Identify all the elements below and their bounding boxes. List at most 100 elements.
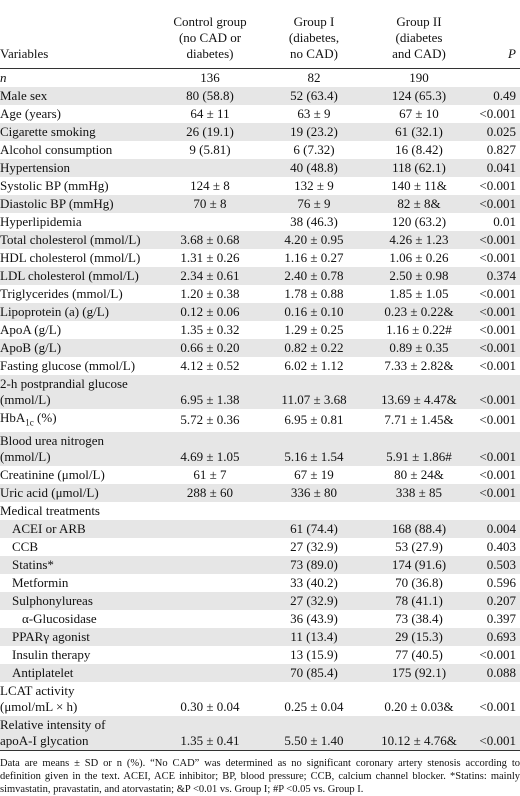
group1-value: 82 — [307, 70, 321, 85]
table-page: Variables Control group (no CAD or diabe… — [0, 12, 520, 796]
header-control-group: Control group (no CAD or diabetes) — [173, 14, 247, 61]
row-label: PPARγ agonist — [0, 627, 158, 646]
table-row: Statins* 73 (89.0) 174 (91.6) 0.503 — [0, 555, 520, 574]
control-value — [158, 610, 262, 628]
p-value: 0.403 — [486, 538, 516, 554]
control-value: 1.20 ± 0.38 — [180, 286, 240, 301]
control-value: 1.35 ± 0.32 — [180, 322, 240, 337]
row-label: Cigarette smoking — [0, 123, 158, 141]
group2-value — [366, 502, 472, 520]
group2-value: 73 (38.4) — [395, 610, 443, 626]
row-label: Age (years) — [0, 106, 61, 121]
group2-value: 0.89 ± 0.35 — [366, 339, 472, 357]
p-value: 0.207 — [472, 591, 520, 610]
row-label: Sulphonylureas — [0, 591, 158, 610]
group2-value: 7.33 ± 2.82& — [384, 358, 454, 373]
table-row: Diastolic BP (mmHg) 70 ± 8 76 ± 9 82 ± 8& <0… — [0, 195, 520, 213]
header-variables: Variables — [0, 46, 49, 61]
row-label: LCAT activity (μmol/mL × h) — [0, 682, 78, 714]
group1-value: 6 (7.32) — [293, 142, 335, 157]
group1-value: 0.25 ± 0.04 — [284, 698, 344, 714]
row-label: Diastolic BP (mmHg) — [0, 195, 158, 213]
group1-value: 27 (32.9) — [290, 538, 338, 554]
group2-value: 10.12 ± 4.76& — [366, 715, 472, 751]
group1-value: 67 ± 19 — [294, 466, 334, 482]
group2-value: 124 (65.3) — [366, 87, 472, 105]
table-row: Alcohol consumption 9 (5.81) 6 (7.32) 16 (8… — [0, 141, 520, 159]
p-value: <0.001 — [472, 431, 520, 466]
control-value — [158, 213, 262, 231]
control-value: 2.34 ± 0.61 — [158, 267, 262, 285]
p-value: <0.001 — [472, 231, 520, 249]
table-row: 2-h postprandial glucose (mmol/L) 6.95 ± 1… — [0, 375, 520, 409]
table-row: Hypertension 40 (48.8) 118 (62.1) 0.041 — [0, 159, 520, 177]
control-value: 9 (5.81) — [189, 142, 231, 157]
p-value: <0.001 — [472, 375, 520, 409]
row-label: ApoB (g/L) — [0, 339, 158, 357]
p-value: <0.001 — [472, 303, 520, 321]
p-value: <0.001 — [479, 178, 516, 193]
row-label: Triglycerides (mmol/L) — [0, 286, 123, 301]
group2-value: 82 ± 8& — [366, 195, 472, 213]
row-label: ApoA (g/L) — [0, 322, 62, 337]
group1-value: 19 (23.2) — [262, 123, 366, 141]
group2-value: 120 (63.2) — [391, 214, 447, 229]
group2-value: 53 (27.9) — [395, 538, 443, 554]
p-value: <0.001 — [479, 698, 516, 714]
table-row: ACEI or ARB 61 (74.4) 168 (88.4) 0.004 — [0, 519, 520, 538]
table-row: Medical treatments — [0, 502, 520, 520]
table-row: Insulin therapy 13 (15.9) 77 (40.5) <0.001 — [0, 646, 520, 664]
control-value — [158, 663, 262, 682]
row-label: ACEI or ARB — [0, 519, 158, 538]
group1-value: 5.16 ± 1.54 — [262, 431, 366, 466]
group2-value: 4.26 ± 1.23 — [366, 231, 472, 249]
control-value — [158, 591, 262, 610]
row-label: Insulin therapy — [12, 646, 91, 662]
group1-value: 11.07 ± 3.68 — [262, 375, 366, 409]
group2-value: 174 (91.6) — [366, 555, 472, 574]
p-value: 0.596 — [486, 574, 516, 590]
group1-value: 336 ± 80 — [262, 483, 366, 502]
group2-value: 2.50 ± 0.98 — [366, 267, 472, 285]
row-label: Medical treatments — [0, 502, 100, 518]
group1-value: 61 (74.4) — [262, 519, 366, 538]
control-value: 0.12 ± 0.06 — [158, 303, 262, 321]
row-label: Male sex — [0, 87, 158, 105]
table-row: Lipoprotein (a) (g/L) 0.12 ± 0.06 0.16 ± 0… — [0, 303, 520, 321]
group1-value: 36 (43.9) — [290, 610, 338, 626]
row-label: Hyperlipidemia — [0, 214, 82, 229]
control-value: 6.95 ± 1.38 — [158, 375, 262, 409]
control-value — [158, 555, 262, 574]
table-row: Cigarette smoking 26 (19.1) 19 (23.2) 61 (3… — [0, 123, 520, 141]
table-row: α-Glucosidase 36 (43.9) 73 (38.4) 0.397 — [0, 610, 520, 628]
group2-value: 67 ± 10 — [399, 106, 439, 121]
table-row: Systolic BP (mmHg) 124 ± 8 132 ± 9 140 ± 11… — [0, 177, 520, 195]
group1-value: 0.82 ± 0.22 — [262, 339, 366, 357]
row-label: HDL cholesterol (mmol/L) — [0, 250, 141, 265]
p-value: 0.01 — [493, 214, 516, 229]
control-value — [158, 159, 262, 177]
p-value: <0.001 — [479, 466, 516, 482]
table-row: LDL cholesterol (mmol/L) 2.34 ± 0.61 2.40 … — [0, 267, 520, 285]
p-value: <0.001 — [472, 715, 520, 751]
group1-value: 52 (63.4) — [262, 87, 366, 105]
control-value: 4.69 ± 1.05 — [158, 431, 262, 466]
p-value — [472, 502, 520, 520]
table-header: Variables Control group (no CAD or diabe… — [0, 12, 520, 69]
group2-value: 29 (15.3) — [366, 627, 472, 646]
group2-value: 1.85 ± 1.05 — [389, 286, 449, 301]
group2-value: 338 ± 85 — [366, 483, 472, 502]
table-row: HDL cholesterol (mmol/L) 1.31 ± 0.26 1.16 … — [0, 249, 520, 267]
group1-value: 73 (89.0) — [262, 555, 366, 574]
row-label: Lipoprotein (a) (g/L) — [0, 303, 158, 321]
group2-value: 61 (32.1) — [366, 123, 472, 141]
control-value: 0.66 ± 0.20 — [158, 339, 262, 357]
row-label: Relative intensity of apoA-I glycation — [0, 715, 158, 751]
row-label: Uric acid (μmol/L) — [0, 483, 158, 502]
control-value — [158, 502, 262, 520]
table-row: n 136 82 190 — [0, 69, 520, 88]
p-value: 0.49 — [472, 87, 520, 105]
control-value — [158, 627, 262, 646]
p-value: <0.001 — [472, 483, 520, 502]
table-row: Blood urea nitrogen (mmol/L) 4.69 ± 1.05 5.… — [0, 431, 520, 466]
